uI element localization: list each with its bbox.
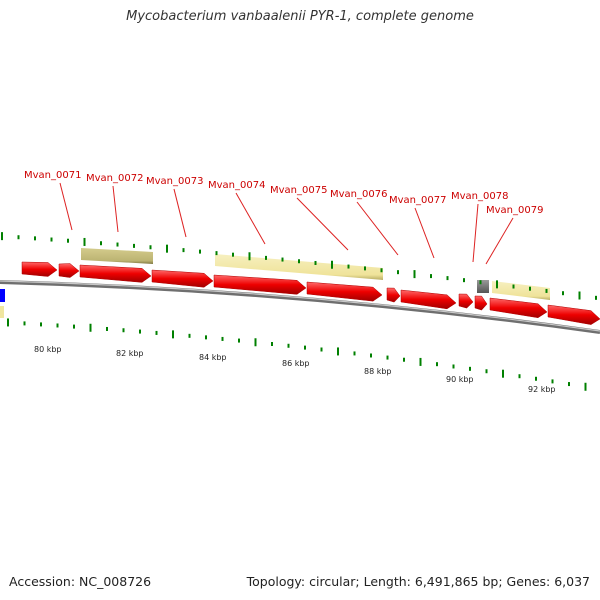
gene-label: Mvan_0071 [24,170,81,181]
accession-label: Accession: NC_008726 [9,574,152,589]
gene-label: Mvan_0072 [86,173,143,184]
gene-label-leader [235,192,266,245]
misc-feature-bar [215,254,383,280]
gene-label: Mvan_0078 [451,191,508,202]
cds-arrow [400,289,457,310]
scale-label: 92 kbp [528,385,556,394]
blue-feature [0,289,5,302]
cds-arrow [213,274,307,295]
scale-label: 80 kbp [34,345,62,354]
genome-backbone-highlight [0,280,600,332]
gene-label: Mvan_0079 [486,205,543,216]
cds-arrow [458,293,474,309]
gene-label-leader [173,188,187,238]
gene-label-leader [414,207,435,259]
cds-arrow [21,261,58,277]
gene-label: Mvan_0073 [146,176,203,187]
gene-label-leader [485,217,514,265]
gene-label-leader [356,201,399,256]
cds-arrow [79,264,152,283]
gene-label-leader [112,185,119,233]
misc-feature-edge [0,306,4,318]
misc-feature-bar [492,281,550,300]
scale-label: 84 kbp [199,353,227,362]
genome-backbone [0,280,600,334]
gene-label: Mvan_0077 [389,195,446,206]
cds-arrow [547,304,600,325]
cds-arrow [489,297,548,318]
cds-arrow [474,295,488,311]
gene-label-leader [59,182,73,231]
gene-label: Mvan_0074 [208,180,265,191]
gene-label-leader [472,203,479,263]
page-title: Mycobacterium vanbaalenii PYR-1, complet… [126,9,474,24]
scale-label: 88 kbp [364,367,392,376]
gene-label: Mvan_0076 [330,189,387,200]
misc-feature-bar [81,248,153,264]
gene-box [477,280,489,293]
cds-arrow [306,281,383,302]
scale-label: 82 kbp [116,349,144,358]
cds-arrow [151,269,214,288]
cds-arrow [386,287,401,303]
gene-label-leader [296,197,349,251]
gene-label: Mvan_0075 [270,185,327,196]
scale-label: 90 kbp [446,375,474,384]
genome-summary: Topology: circular; Length: 6,491,865 bp… [246,574,590,589]
scale-label: 86 kbp [282,359,310,368]
cds-arrow [58,263,80,278]
